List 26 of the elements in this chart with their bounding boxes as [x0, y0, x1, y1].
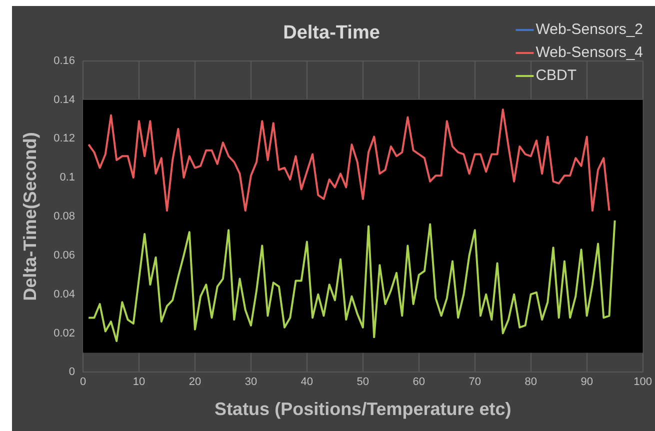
- y-tick-label: 0.12: [54, 132, 76, 145]
- x-tick-label: 90: [580, 376, 593, 388]
- x-tick-label: 0: [80, 376, 86, 388]
- legend-label: Web-Sensors_4: [536, 44, 644, 62]
- x-tick-label: 50: [356, 376, 370, 388]
- x-tick-label: 60: [412, 376, 426, 388]
- y-axis-title: Delta-Time(Second): [20, 132, 40, 301]
- y-tick-label: 0: [68, 366, 76, 378]
- x-tick-label: 70: [468, 376, 482, 388]
- x-tick-label: 20: [188, 376, 202, 388]
- y-tick-label: 0.16: [54, 54, 76, 67]
- y-tick-label: 0.02: [54, 327, 76, 340]
- x-tick-label: 80: [524, 376, 537, 388]
- x-tick-label: 40: [300, 376, 314, 388]
- y-tick-label: 0.06: [54, 249, 76, 262]
- y-tick-label: 0.08: [54, 210, 76, 223]
- legend-label: CBDT: [536, 67, 577, 84]
- x-tick-label: 100: [634, 376, 652, 388]
- y-tick-label: 0.1: [60, 172, 76, 184]
- x-axis-title: Status (Positions/Temperature etc): [214, 399, 512, 420]
- chart-title: Delta-Time: [283, 22, 380, 44]
- x-tick-label: 30: [244, 376, 258, 388]
- y-tick-label: 0.14: [54, 94, 76, 106]
- y-tick-label: 0.04: [54, 288, 76, 300]
- x-tick-label: 10: [132, 376, 146, 388]
- legend-label: Web-Sensors_2: [536, 21, 644, 38]
